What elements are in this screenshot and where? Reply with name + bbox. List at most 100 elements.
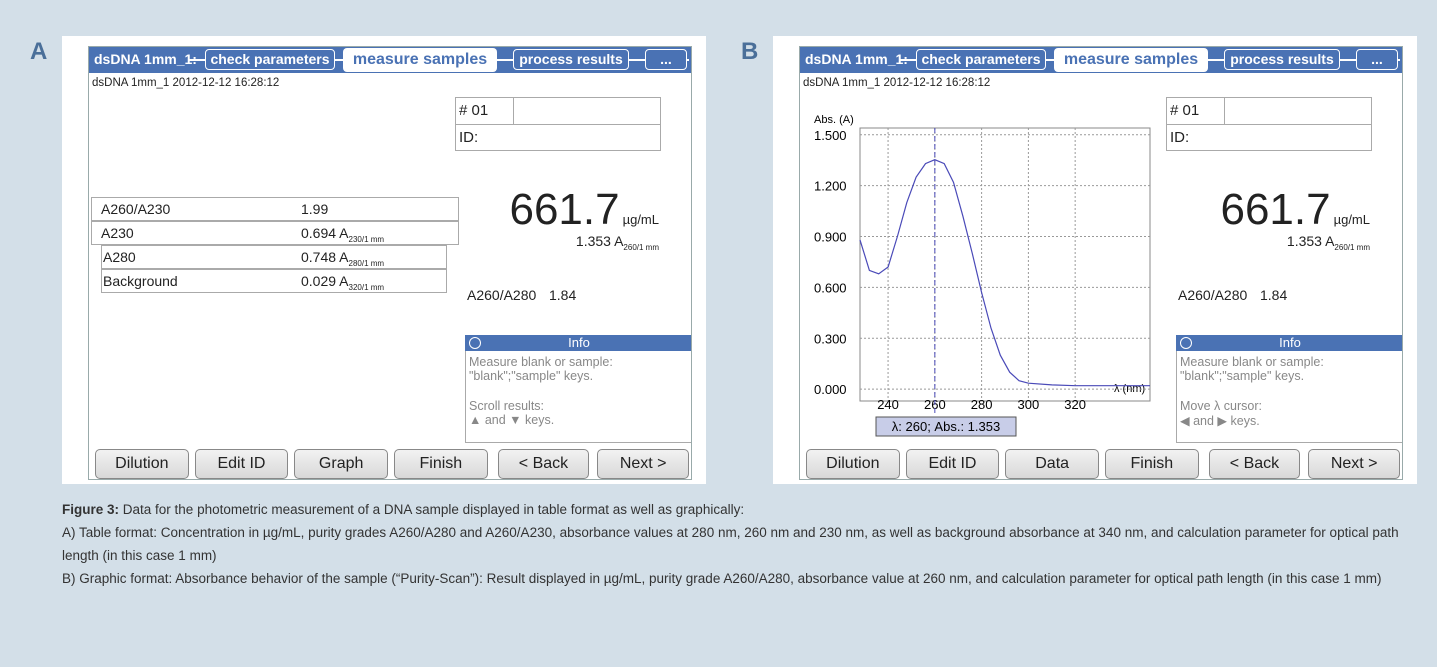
id-label: ID:: [459, 129, 479, 146]
button: Edit ID: [194, 449, 289, 479]
info-title: Info: [1279, 335, 1301, 350]
table-row: [91, 221, 459, 245]
row-value-cell: 0.748 A280/1 mm: [301, 249, 384, 268]
absorbance: 1.353: [1286, 233, 1322, 249]
table-row: [101, 245, 447, 269]
button: Finish: [394, 449, 488, 479]
x-tick-label: 320: [1064, 397, 1086, 412]
divider: [1224, 97, 1225, 124]
ratio-label: A260/A280: [1178, 287, 1248, 303]
plot-area: [859, 127, 1151, 402]
title-bar: dsDNA 1mm_1: check parameters measure samp…: [89, 47, 691, 73]
info-text: ◀ and ▶ keys.: [1180, 414, 1260, 428]
info-text: Scroll results:: [469, 399, 545, 413]
info-text: Move λ cursor:: [1180, 399, 1262, 413]
caption-text: Data for the photometric measurement of …: [122, 502, 745, 517]
info-text: ▲ and ▼ keys.: [469, 413, 555, 427]
graph: Abs. (A)λ (nm)0.0000.3000.6000.9001.2001…: [814, 114, 1151, 437]
y-tick-label: 1.500: [814, 128, 847, 143]
info-text: "blank";"sample" keys.: [1180, 369, 1305, 383]
caption-paragraph: A) Table format: Concentration in µg/mL,…: [62, 525, 1399, 563]
caption: Figure 3: Data for the photometric measu…: [62, 498, 1432, 590]
row-unit: A: [339, 249, 349, 265]
concentration-unit: µg/mL: [1333, 212, 1370, 227]
y-axis-label: Abs. (A): [814, 114, 854, 126]
info-header: Info: [465, 335, 691, 351]
info-header: Info: [1176, 335, 1402, 351]
button: Dilution: [806, 449, 900, 479]
tab: process results: [1224, 49, 1340, 70]
x-tick-label: 300: [1018, 397, 1040, 412]
row-value: 0.694: [301, 225, 337, 241]
device-screen: dsDNA 1mm_1: check parameters measure samp…: [88, 46, 692, 480]
tab: ...: [645, 49, 687, 70]
tab: process results: [513, 49, 629, 70]
divider: [1166, 124, 1372, 125]
row-sub: 230/1 mm: [348, 234, 385, 244]
button: Data: [1005, 449, 1099, 479]
absorbance-row: 1.353 A260/1 mm: [449, 233, 659, 252]
concentration-row: 661.7 µg/mL: [1160, 185, 1370, 235]
row-unit: A: [339, 225, 349, 241]
x-tick-label: 240: [877, 397, 899, 412]
panel-letter: A: [30, 38, 48, 65]
caption-label: Figure 3:: [62, 502, 120, 517]
button: < Back: [1208, 449, 1301, 479]
button: Next >: [597, 449, 689, 479]
absorbance-curve: [859, 159, 1150, 387]
ratio-value: 1.84: [549, 287, 577, 303]
table-row: [91, 197, 459, 221]
tab: measure samples: [1054, 48, 1208, 72]
caption-line: Figure 3: Data for the photometric measu…: [62, 498, 1432, 521]
header: dsDNA 1mm_1 2012-12-12 16:28:12: [92, 77, 280, 89]
tab: measure samples: [343, 48, 497, 72]
device-screen: dsDNA 1mm_1: check parameters measure samp…: [799, 46, 1403, 480]
title: dsDNA 1mm_1:: [94, 51, 197, 67]
sample-number: # 01: [1170, 102, 1200, 119]
absorbance-sub: 260/1 mm: [1334, 242, 1370, 252]
concentration-unit: µg/mL: [622, 212, 659, 227]
row-value: 1.99: [301, 201, 329, 217]
row-label: A260/A230: [101, 201, 171, 217]
info-icon: [1180, 337, 1192, 349]
panel: dsDNA 1mm_1: check parameters measure samp…: [773, 36, 1417, 484]
row-unit: A: [339, 273, 349, 289]
info-text: "blank";"sample" keys.: [469, 369, 594, 383]
info-text: Measure blank or sample:: [469, 355, 613, 369]
absorbance-sub: 260/1 mm: [623, 242, 659, 252]
divider: [513, 97, 514, 124]
button: Next >: [1308, 449, 1400, 479]
tab: check parameters: [916, 49, 1046, 70]
y-tick-label: 0.300: [814, 331, 847, 346]
ratio-value: 1.84: [1260, 287, 1288, 303]
cursor-label: λ: 260; Abs.: 1.353: [892, 419, 1000, 434]
concentration: 661.7: [509, 185, 620, 234]
info-title: Info: [568, 335, 590, 350]
tab: ...: [1356, 49, 1398, 70]
cursor-label-box: [875, 416, 1017, 437]
info-text: Measure blank or sample:: [1180, 355, 1324, 369]
x-tick-label: 280: [971, 397, 993, 412]
row-value: 0.029: [301, 273, 337, 289]
tab: check parameters: [205, 49, 335, 70]
row-value-cell: 1.99: [301, 201, 328, 217]
sample-number: # 01: [459, 102, 489, 119]
row-label: Background: [103, 273, 178, 289]
y-tick-label: 1.200: [814, 179, 847, 194]
button: < Back: [497, 449, 590, 479]
caption-paragraph: B) Graphic format: Absorbance behavior o…: [62, 571, 1382, 586]
row-sub: 320/1 mm: [348, 282, 385, 292]
row-value-cell: 0.694 A230/1 mm: [301, 225, 384, 244]
y-tick-label: 0.000: [814, 382, 847, 397]
panel: dsDNA 1mm_1: check parameters measure samp…: [62, 36, 706, 484]
absorbance: 1.353: [575, 233, 611, 249]
button: Edit ID: [905, 449, 1000, 479]
title-bar: dsDNA 1mm_1: check parameters measure samp…: [800, 47, 1402, 73]
concentration-row: 661.7 µg/mL: [449, 185, 659, 235]
button: Finish: [1105, 449, 1199, 479]
title: dsDNA 1mm_1:: [805, 51, 908, 67]
id-label: ID:: [1170, 129, 1190, 146]
button: Graph: [294, 449, 388, 479]
button: Dilution: [95, 449, 189, 479]
concentration: 661.7: [1220, 185, 1331, 234]
